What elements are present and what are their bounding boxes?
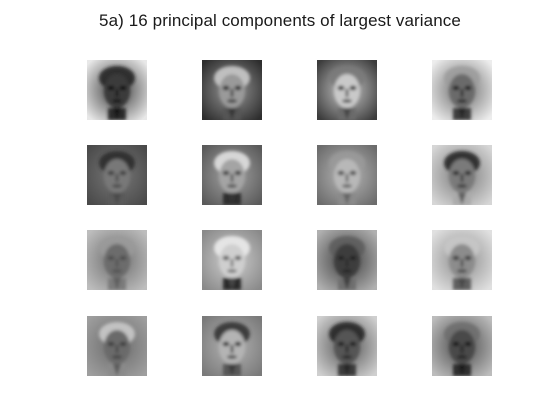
principal-component-image xyxy=(87,60,147,120)
principal-component-image xyxy=(317,145,377,205)
principal-component-image xyxy=(317,230,377,290)
eigenface-picture xyxy=(87,230,147,290)
principal-component-image xyxy=(87,316,147,376)
principal-component-image xyxy=(432,316,492,376)
eigenface-picture xyxy=(317,60,377,120)
eigenface-picture xyxy=(317,230,377,290)
principal-component-image xyxy=(432,230,492,290)
principal-component-image xyxy=(87,145,147,205)
principal-component-image xyxy=(432,60,492,120)
eigenface-picture xyxy=(317,145,377,205)
eigenface-picture xyxy=(432,145,492,205)
principal-component-image xyxy=(202,60,262,120)
eigenface-picture xyxy=(317,316,377,376)
eigenface-picture xyxy=(202,316,262,376)
principal-component-image xyxy=(202,316,262,376)
eigenface-picture xyxy=(87,316,147,376)
figure-title: 5a) 16 principal components of largest v… xyxy=(99,11,461,30)
principal-component-image xyxy=(87,230,147,290)
principal-component-image xyxy=(432,145,492,205)
eigenface-picture xyxy=(432,60,492,120)
principal-component-image xyxy=(317,60,377,120)
eigenface-picture xyxy=(202,60,262,120)
principal-component-image xyxy=(202,230,262,290)
eigenface-picture xyxy=(432,230,492,290)
eigenface-picture xyxy=(202,230,262,290)
eigenface-picture xyxy=(87,60,147,120)
eigenface-picture xyxy=(87,145,147,205)
principal-component-image xyxy=(317,316,377,376)
principal-component-image xyxy=(202,145,262,205)
eigenface-picture xyxy=(432,316,492,376)
eigenface-picture xyxy=(202,145,262,205)
